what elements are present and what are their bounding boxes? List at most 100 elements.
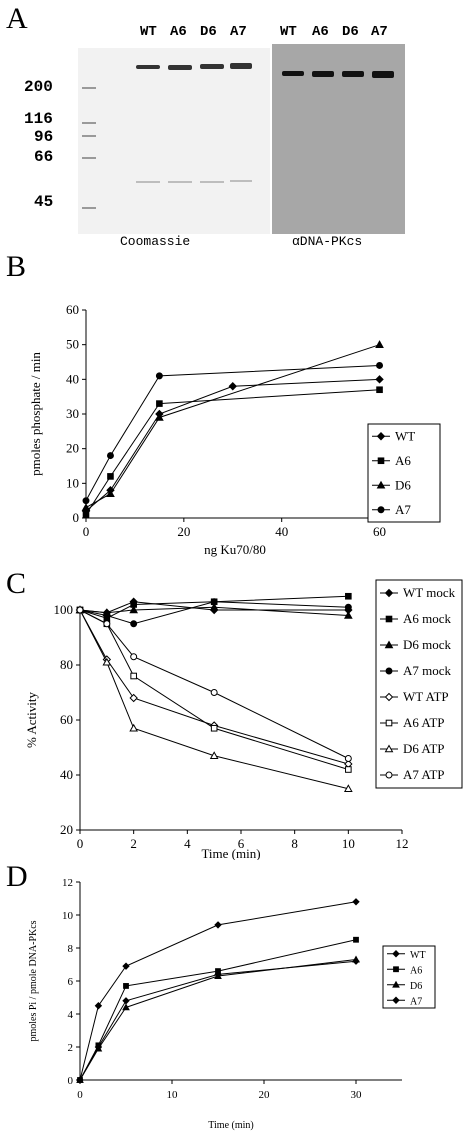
data-point [156,400,163,407]
marker-66: 66 [34,148,54,166]
x-tick-label: 60 [373,524,386,539]
y-tick-label: 100 [54,602,74,617]
y-tick-label: 2 [68,1042,74,1054]
panel-d-letter: D [6,860,28,893]
y-tick-label: 10 [66,475,79,490]
y-axis-label: pmoles Pi / pmole DNA-PKcs [28,920,39,1041]
coomassie-gel-image [82,63,252,209]
series-d6 [81,340,384,511]
data-point [129,693,138,703]
legend-marker [393,966,399,973]
series-a6 [77,936,359,1083]
legend-marker [384,744,394,753]
data-point [76,1076,84,1084]
x-tick-label: 2 [130,836,137,851]
y-tick-label: 30 [66,406,79,421]
legend-label: WT [410,950,426,961]
series-line [85,364,380,501]
series-wt-atp [75,605,353,769]
data-point [103,620,111,628]
series-a7 [82,361,384,505]
data-point [82,497,90,505]
data-point [376,386,383,394]
legend-marker [384,692,394,702]
data-point [94,1043,103,1051]
legend-box [375,579,463,789]
data-point [122,997,130,1005]
chart-b: 0 10 20 30 40 50 60 0 20 40 60 ng Ku70/80 pmoles pho… [28,302,441,557]
western-label: αDNA-PKcs [292,234,363,249]
data-point [155,372,163,380]
data-point [210,598,218,606]
coomassie-label: Coomassie [120,234,191,249]
series-line [79,609,349,759]
y-tick-label: 10 [62,910,74,922]
data-point [228,382,237,391]
y-tick-label: 0 [73,510,80,525]
western-lane-a6: A6 [312,24,329,40]
series-line [85,344,380,509]
y-tick-label: 60 [60,712,73,727]
x-axis-label: Time (min) [201,846,260,860]
data-point [155,412,164,421]
legend-marker [384,588,394,598]
panel-a-letter: A [6,2,28,35]
y-tick-label: 6 [68,976,74,988]
series-line [79,609,349,765]
data-point [344,755,352,762]
legend-label: A7 ATP [403,767,445,782]
series-a7-atp [76,606,352,762]
y-axis-label: pmoles phosphate / min [28,352,43,476]
data-point [209,602,219,611]
data-point [81,503,91,511]
data-point [214,970,222,979]
legend-label: A6 ATP [403,715,445,730]
data-point [209,751,219,760]
data-point [352,957,360,965]
data-point [129,605,139,614]
legend-marker [385,615,393,623]
western-blot [272,44,405,234]
legend-marker [385,771,393,779]
legend-label: WT ATP [403,689,449,704]
legend-label: WT [395,428,415,443]
marker-200: 200 [24,78,53,96]
series-wt [76,898,360,1084]
x-tick-label: 40 [275,524,288,539]
legend-marker [392,980,400,988]
legend-label: WT mock [403,585,456,600]
x-tick-label: 30 [351,1089,363,1101]
data-point [103,612,111,619]
legend-marker [376,432,386,441]
series-line [79,960,357,1081]
marker-116: 116 [24,110,53,128]
coomassie-lane-d6: D6 [200,24,217,40]
data-point [102,657,112,666]
data-point [130,620,138,628]
western-lane-d6: D6 [342,24,359,40]
data-point [82,511,90,518]
data-point [94,1002,103,1010]
y-tick-label: 4 [68,1009,74,1021]
coomassie-lane-a6: A6 [170,24,187,40]
data-point [106,489,115,498]
data-point [345,592,352,600]
marker-96: 96 [34,128,54,146]
data-point [343,610,353,619]
x-axis-label: ng Ku70/80 [204,542,266,557]
x-tick-label: 0 [77,836,84,851]
legend-marker [392,996,400,1004]
series-line [79,939,357,1081]
y-tick-label: 50 [66,337,79,352]
x-tick-label: 10 [342,836,355,851]
y-tick-label: 8 [68,943,74,955]
series-line [85,389,380,515]
data-point [375,340,384,348]
chart-d: 0 2 4 6 8 10 12 0 10 20 30 Time (min) pmoles Pi / pm… [28,877,436,1131]
data-point [375,375,384,384]
series-line [79,609,349,790]
legend-marker [376,480,386,489]
marker-45: 45 [34,193,54,211]
legend-marker [385,719,393,727]
coomassie-lane-wt: WT [140,24,157,40]
